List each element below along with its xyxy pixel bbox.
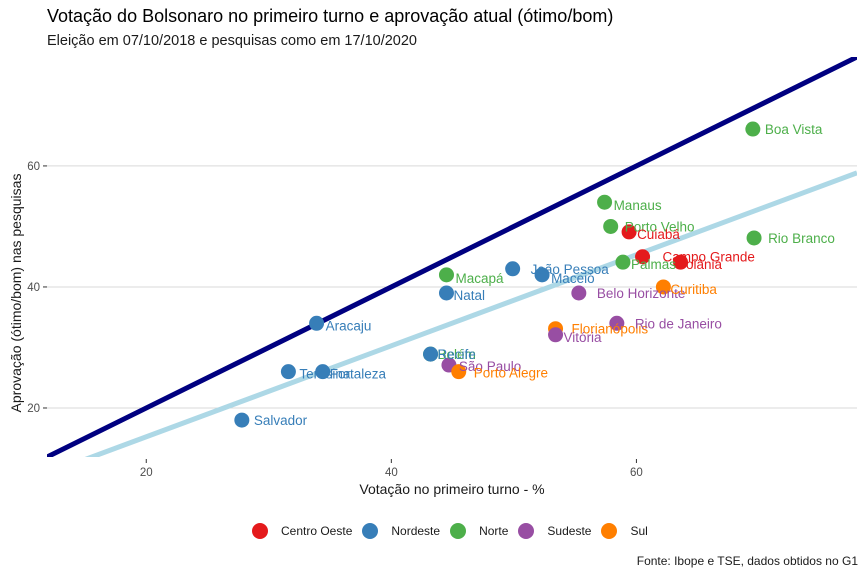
line-fit [84,170,857,457]
legend-item-sul: Sul [601,523,648,539]
point-label-curitiba: Curitiba [670,282,717,297]
point-belo-horizonte [571,285,587,301]
point-label-fortaleza: Fortaleza [330,367,387,382]
y-tick-label-20: 20 [27,403,40,415]
line-identity [47,57,857,457]
x-tick-label-40: 40 [385,467,398,479]
reference-lines [47,57,857,457]
point-label-cuiaba: Cuiabá [637,227,680,242]
point-label-porto-alegre: Porto Alegre [474,366,548,381]
legend: Centro Oeste Nordeste Norte Sudeste Sul [252,521,658,541]
point-porto-alegre [451,364,467,380]
point-label-aracaju: Aracaju [326,318,372,333]
point-manaus [597,194,613,210]
point-porto-velho [603,218,619,234]
legend-label-centro-oeste: Centro Oeste [281,524,353,538]
legend-item-norte: Norte [450,523,508,539]
legend-item-nordeste: Nordeste [362,523,440,539]
point-joao-pessoa [505,261,521,277]
point-recife [423,346,439,362]
point-label-porto-velho: Porto Velho [625,219,695,234]
legend-label-norte: Norte [479,524,509,538]
chart-caption: Fonte: Ibope e TSE, dados obtidos no G1 [636,554,858,568]
point-label-maceio: Maceió [551,271,595,286]
point-label-boa-vista: Boa Vista [765,122,823,137]
point-label-salvador: Salvador [254,413,308,428]
point-aracaju [309,315,325,331]
legend-label-sudeste: Sudeste [547,524,592,538]
point-curitiba [655,279,671,295]
point-maceio [534,267,550,283]
legend-label-nordeste: Nordeste [391,524,441,538]
legend-label-sul: Sul [630,524,648,538]
point-label-recife: Recife [438,347,476,362]
point-label-manaus: Manaus [614,198,662,213]
point-label-goiania: Goiânia [676,257,723,272]
point-label-rio-de-janeiro: Rio de Janeiro [635,316,722,331]
chart-subtitle: Eleição em 07/10/2018 e pesquisas como e… [47,33,417,49]
point-label-florianopolis: Florianópolis [572,322,649,337]
point-campo-grande [635,249,651,265]
point-label-palmas: Palmas [631,257,676,272]
point-label-joao-pessoa: João Pessoa [531,262,610,277]
point-palmas [615,254,631,270]
point-label-belo-horizonte: Belo Horizonte [597,286,686,301]
point-label-campo-grande: Campo Grande [663,250,755,265]
point-macapa [438,267,454,283]
point-teresina [280,364,296,380]
point-label-vitoria: Vitória [564,330,603,345]
legend-key-norte [450,523,467,539]
x-tick-label-60: 60 [630,467,643,479]
point-natal [438,285,454,301]
legend-key-nordeste [362,523,379,539]
point-label-teresina: Teresina [299,367,351,382]
point-vitoria [548,327,564,343]
chart-title: Votação do Bolsonaro no primeiro turno e… [47,6,614,26]
y-axis-label: Aprovação (ótimo/bom) nas pesquisas [8,173,24,413]
y-tick-label-60: 60 [27,161,40,173]
legend-key-sudeste [518,523,535,539]
point-label-belem: Belém [438,347,476,362]
point-boa-vista [745,121,761,137]
point-label-macapa: Macapá [455,271,504,286]
point-salvador [234,412,250,428]
point-goiania [673,254,689,270]
point-rio-de-janeiro [609,315,625,331]
point-fortaleza [315,364,331,380]
point-label-sao-paulo: São Paulo [459,359,521,374]
x-axis-label: Votação no primeiro turno - % [359,481,545,497]
x-tick-label-20: 20 [140,467,153,479]
point-rio-branco [746,230,762,246]
point-label-natal: Natal [453,288,485,303]
legend-item-centro-oeste: Centro Oeste [252,523,352,539]
point-cuiaba [621,224,637,240]
legend-key-centro-oeste [252,523,268,539]
point-label-rio-branco: Rio Branco [768,231,835,246]
legend-key-sul [601,523,618,539]
y-tick-label-40: 40 [27,282,40,294]
legend-item-sudeste: Sudeste [518,523,591,539]
